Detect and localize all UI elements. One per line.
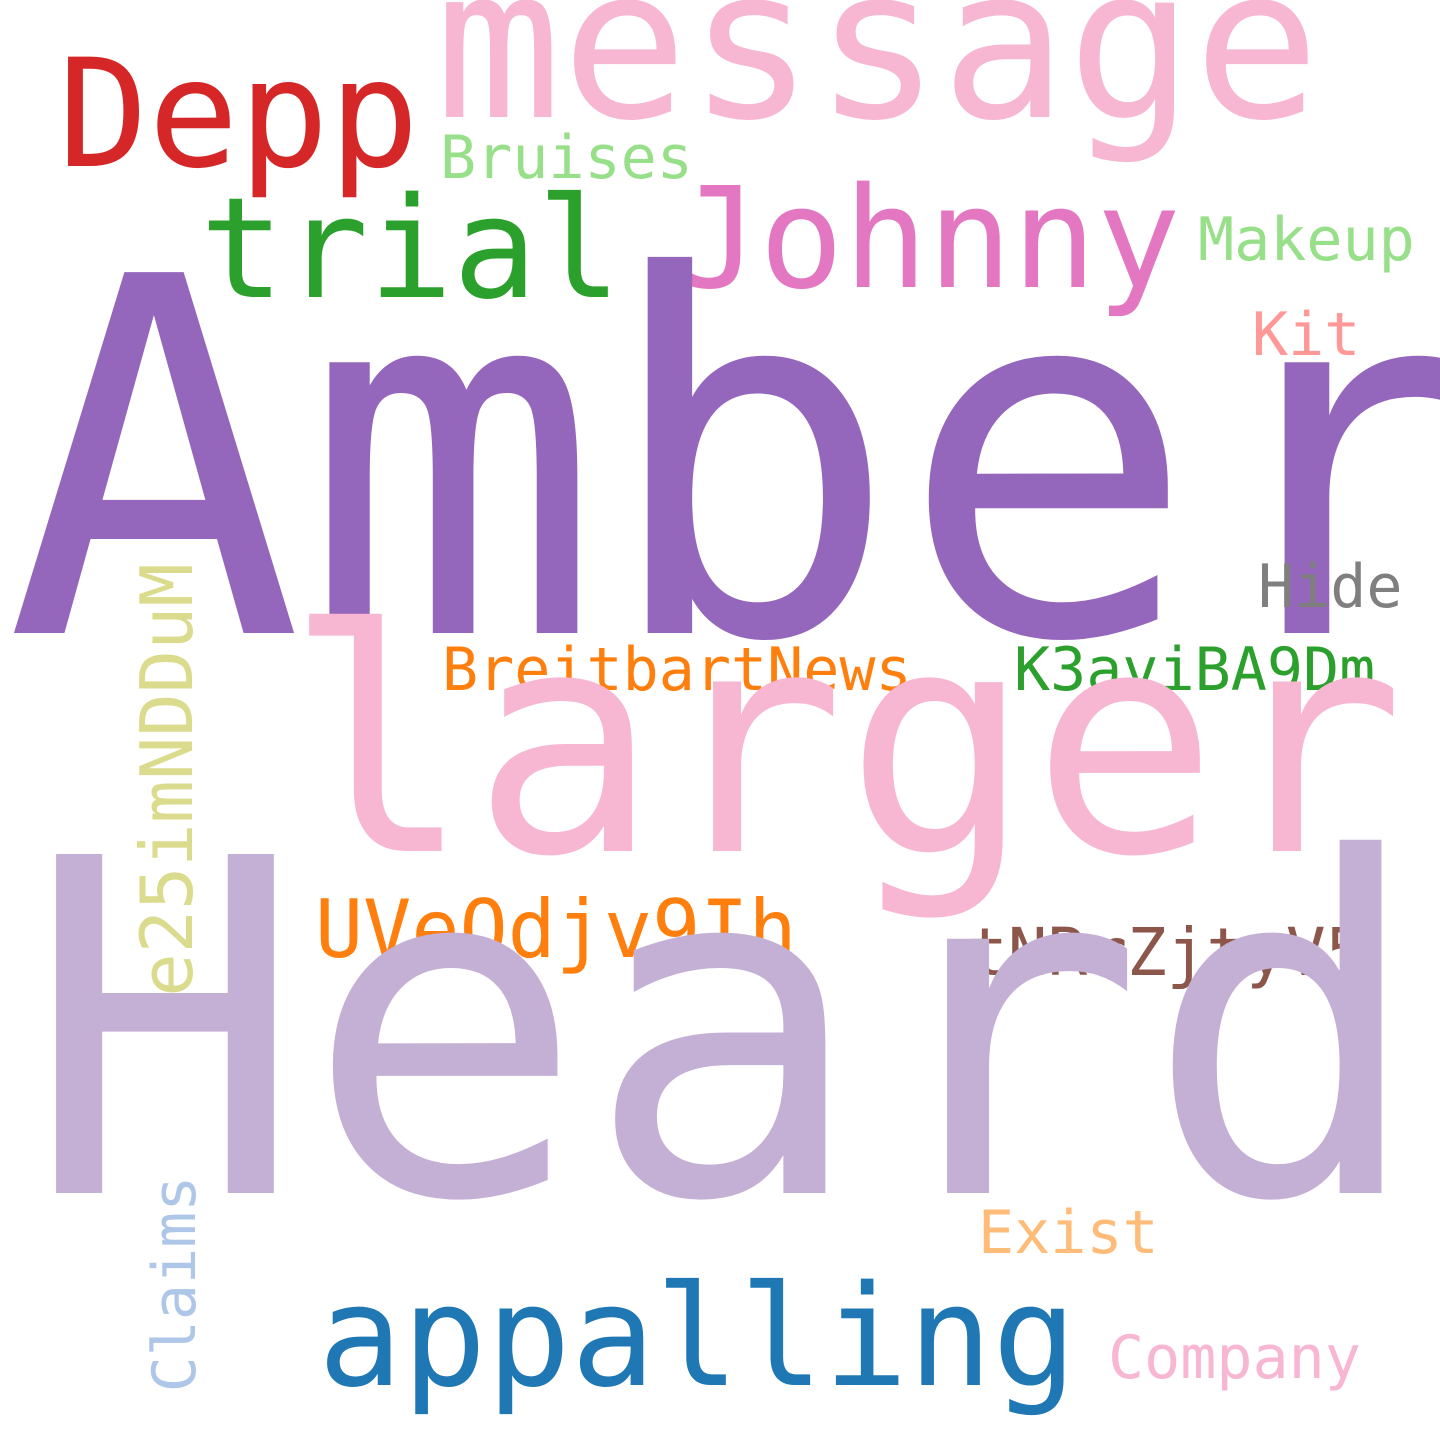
word-bruises: Bruises [440, 123, 693, 193]
word-johnny: Johnny [675, 158, 1181, 321]
word-amber: Amber [5, 174, 1440, 750]
word-uveodjv: UVeOdjv9Ih [315, 883, 797, 976]
word-message: message [435, 0, 1321, 167]
word-kit: Kit [1252, 300, 1361, 370]
word-company: Company [1108, 1323, 1361, 1393]
word-claims: Claims [140, 1175, 210, 1393]
word-tnrrz: tNRrZjtyV5 [968, 914, 1366, 991]
word-k3avi: K3aviBA9Dm [1014, 635, 1376, 705]
word-depp: Depp [58, 28, 420, 202]
word-hide: Hide [1258, 552, 1403, 622]
word-breitbartnews: BreitbartNews [442, 635, 912, 705]
word-trial: trial [200, 168, 622, 331]
word-larger: larger [285, 564, 1405, 925]
word-heard: Heard [25, 761, 1425, 1303]
word-exist: Exist [978, 1198, 1159, 1268]
word-appalling: appalling [318, 1256, 1077, 1419]
word-makeup: Makeup [1198, 205, 1415, 275]
